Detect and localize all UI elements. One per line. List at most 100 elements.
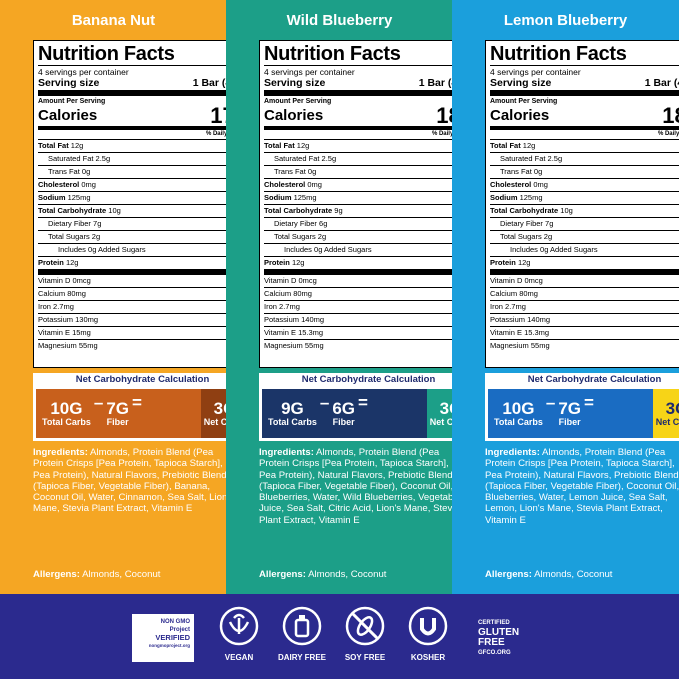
minus: –	[93, 393, 104, 412]
nutrient-row: Trans Fat 0g	[38, 166, 247, 179]
fiber-value: 6G	[332, 399, 355, 418]
nutrient-name: Protein	[264, 258, 290, 267]
non-gmo-text: Project	[169, 627, 190, 633]
nutrient-name: Sodium	[490, 193, 518, 202]
nutrient: Sodium 125mg	[264, 192, 317, 204]
dv-header: % Daily Value*	[38, 130, 247, 140]
nutrient-row: Protein 12g24%	[38, 257, 247, 275]
nutrient: Total Fat 12g	[38, 140, 83, 152]
nutrient-name: Total Carbohydrate	[264, 206, 333, 215]
vitamin: Vitamin D 0mcg	[490, 275, 543, 287]
nutrient-name: Total Sugars	[48, 232, 90, 241]
nutrient: Total Carbohydrate 10g	[490, 205, 573, 217]
nutrient-row: Includes 0g Added Sugars0%	[264, 244, 473, 257]
allergens-text: Almonds, Coconut	[308, 569, 387, 580]
allergens-text: Almonds, Coconut	[534, 569, 613, 580]
flavor-column: Lemon Blueberry Nutrition Facts 4 servings…	[452, 0, 679, 594]
vitamin: Calcium 80mg	[264, 288, 312, 300]
serving-size: Serving size 1 Bar (45g)	[490, 77, 679, 96]
nutrient: Trans Fat 0g	[38, 166, 90, 178]
flavor-name: Banana Nut	[71, 12, 156, 29]
vitamin-amount: 80mg	[67, 289, 86, 298]
allergens-text: Almonds, Coconut	[82, 569, 161, 580]
nutrient: Trans Fat 0g	[264, 166, 316, 178]
nutrient-name: Includes 0g Added Sugars	[510, 245, 598, 254]
vitamin-amount: 55mg	[530, 341, 550, 350]
nutrient: Sodium 125mg	[38, 192, 91, 204]
nutrient-name: Total Fat	[264, 141, 295, 150]
fiber-label: Fiber	[558, 417, 581, 427]
vitamin-row: Vitamin E 15.3mg100%	[264, 327, 473, 340]
fiber: 6G Fiber	[332, 400, 355, 427]
nutrient-name: Saturated Fat	[500, 154, 546, 163]
nutrient-row: Cholesterol 0mg0%	[490, 179, 679, 192]
serving-label: Serving size	[38, 77, 100, 89]
equals: =	[584, 393, 594, 412]
net-carb-title: Net Carbohydrate Calculation	[527, 374, 662, 385]
certification-badge: DAIRY FREE	[272, 606, 332, 662]
nutrient-name: Dietary Fiber	[48, 219, 91, 228]
vitamin-row: Potassium 140mg4%	[264, 314, 473, 327]
nutrient: Includes 0g Added Sugars	[264, 244, 372, 256]
vitamin-row: Potassium 140mg4%	[490, 314, 679, 327]
vitamin-name: Calcium	[38, 289, 66, 298]
nutrient-name: Saturated Fat	[48, 154, 94, 163]
vitamin: Magnesium 55mg	[490, 340, 550, 353]
servings: 4 servings per container	[264, 67, 355, 77]
certification-badge: KOSHER	[398, 606, 458, 662]
badge-label: DAIRY FREE	[277, 653, 326, 662]
amount-per-serving: Amount Per Serving	[490, 98, 558, 105]
total-value: 9G	[281, 399, 304, 418]
flavor-column: Wild Blueberry Nutrition Facts 4 servings …	[226, 0, 478, 594]
nutrient-row: Trans Fat 0g	[264, 166, 473, 179]
nutrient-row: Total Sugars 2g	[264, 231, 473, 244]
vitamin-name: Magnesium	[38, 341, 77, 350]
vitamin-amount: 2.7mg	[53, 302, 74, 311]
vitamin: Vitamin D 0mcg	[38, 275, 91, 287]
label-title: Nutrition Facts	[264, 43, 473, 66]
fiber: 7G Fiber	[106, 400, 129, 427]
nutrient: Dietary Fiber 7g	[38, 218, 101, 230]
vitamin-name: Iron	[38, 302, 51, 311]
nutrient: Total Carbohydrate 9g	[264, 205, 343, 217]
vitamin-row: Vitamin E 15.3mg100%	[490, 327, 679, 340]
total-value: 10G	[502, 399, 535, 418]
nutrient: Saturated Fat 2.5g	[38, 153, 110, 165]
vitamin-name: Iron	[264, 302, 277, 311]
fiber-value: 7G	[106, 399, 129, 418]
nutrient-amount: 10g	[108, 206, 121, 215]
nutrient-row: Total Carbohydrate 10g4%	[38, 205, 247, 218]
nutrient-amount: 12g	[517, 258, 531, 267]
nutrient-row: Cholesterol 0mg0%	[38, 179, 247, 192]
vitamin-row: Calcium 80mg6%	[264, 288, 473, 301]
minus: –	[545, 393, 556, 412]
nutrient-amount: 0mg	[81, 180, 96, 189]
calories-label: Calories	[38, 107, 98, 124]
vitamin: Iron 2.7mg	[264, 301, 300, 313]
nutrient: Saturated Fat 2.5g	[490, 153, 562, 165]
equals: =	[132, 393, 142, 412]
vitamin-name: Vitamin D	[38, 276, 71, 285]
allergens: Allergens: Almonds, Coconut	[259, 569, 386, 580]
nutrient-amount: 2.5g	[95, 154, 111, 163]
vitamin-amount: 55mg	[304, 341, 324, 350]
nutrient-amount: 2g	[543, 232, 553, 241]
nutrient-amount: 6g	[319, 219, 328, 228]
vitamin-name: Magnesium	[264, 341, 303, 350]
flavor-name: Wild Blueberry	[286, 12, 393, 29]
vitamin-name: Vitamin D	[264, 276, 297, 285]
nutrient: Trans Fat 0g	[490, 166, 542, 178]
badge-icon	[345, 606, 385, 646]
gluten-free-text: GLUTEN	[478, 627, 520, 638]
vitamin: Vitamin D 0mcg	[264, 275, 317, 287]
ingredients-text: Almonds, Protein Blend (Pea Protein Cris…	[259, 447, 461, 526]
nutrient-amount: 9g	[334, 206, 343, 215]
ingredients-text: Almonds, Protein Blend (Pea Protein Cris…	[485, 447, 679, 526]
total-carbs: 10G Total Carbs	[42, 400, 91, 427]
nutrient-amount: 12g	[65, 258, 79, 267]
nutrient: Total Sugars 2g	[38, 231, 100, 243]
nutrient-row: Sodium 125mg5%	[38, 192, 247, 205]
label-title: Nutrition Facts	[490, 43, 679, 66]
calories: Calories170	[38, 105, 247, 130]
vitamin-amount: 0mcg	[72, 276, 91, 285]
